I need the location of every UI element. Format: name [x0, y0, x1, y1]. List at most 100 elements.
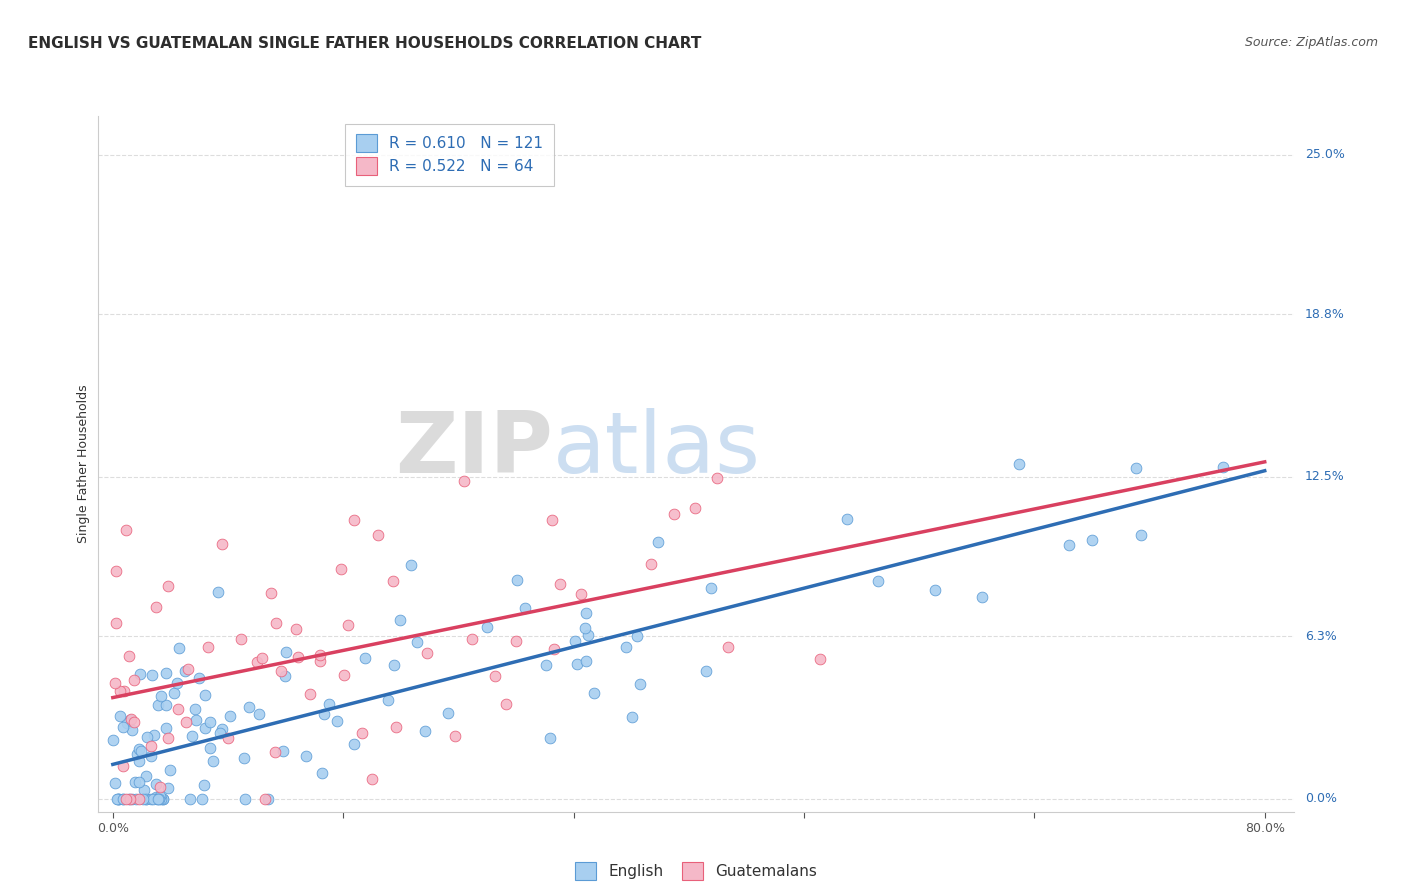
Point: [247, 706, 270, 721]
Point: [326, 714, 349, 728]
Point: [107, 792, 129, 806]
Point: [112, 720, 135, 734]
Point: [647, 534, 669, 549]
Point: [382, 657, 405, 672]
Point: [229, 632, 252, 647]
Point: [184, 713, 207, 727]
Point: [149, 689, 172, 703]
Point: [329, 562, 352, 576]
Point: [120, 792, 142, 806]
Point: [377, 693, 399, 707]
Point: [114, 523, 136, 537]
Point: [333, 668, 356, 682]
Point: [201, 754, 224, 768]
Point: [148, 789, 170, 803]
Text: 6.3%: 6.3%: [1305, 630, 1336, 643]
Point: [343, 737, 366, 751]
Point: [105, 564, 128, 578]
Point: [127, 747, 149, 762]
Point: [453, 474, 475, 488]
Point: [564, 633, 586, 648]
Point: [626, 629, 648, 643]
Point: [1081, 533, 1104, 547]
Point: [461, 632, 484, 646]
Point: [197, 640, 219, 655]
Point: [145, 777, 167, 791]
Point: [232, 750, 254, 764]
Point: [112, 683, 135, 698]
Point: [416, 646, 439, 660]
Point: [149, 780, 172, 794]
Point: [1057, 538, 1080, 552]
Point: [141, 739, 163, 754]
Point: [118, 792, 141, 806]
Point: [413, 723, 436, 738]
Point: [1212, 460, 1234, 475]
Point: [299, 687, 322, 701]
Point: [118, 649, 141, 664]
Point: [187, 671, 209, 685]
Point: [352, 726, 374, 740]
Point: [135, 792, 157, 806]
Point: [145, 600, 167, 615]
Point: [353, 651, 375, 665]
Point: [112, 792, 135, 806]
Point: [166, 676, 188, 690]
Point: [314, 706, 336, 721]
Point: [146, 792, 169, 806]
Point: [157, 781, 180, 796]
Point: [122, 715, 145, 730]
Point: [107, 792, 129, 806]
Point: [538, 731, 561, 746]
Point: [167, 702, 190, 716]
Point: [143, 728, 166, 742]
Point: [115, 715, 138, 730]
Point: [145, 789, 167, 804]
Point: [128, 754, 150, 768]
Point: [257, 792, 280, 806]
Point: [808, 652, 831, 666]
Point: [156, 731, 179, 746]
Point: [152, 792, 174, 806]
Point: [105, 792, 128, 806]
Point: [155, 721, 177, 735]
Point: [868, 574, 890, 588]
Point: [193, 778, 215, 792]
Point: [1008, 457, 1031, 471]
Point: [270, 665, 292, 679]
Point: [211, 723, 233, 737]
Point: [274, 669, 297, 683]
Point: [183, 702, 205, 716]
Point: [124, 775, 146, 789]
Point: [706, 471, 728, 485]
Point: [543, 642, 565, 657]
Point: [148, 792, 170, 806]
Point: [717, 640, 740, 655]
Point: [505, 634, 527, 648]
Point: [125, 792, 148, 806]
Point: [132, 792, 155, 806]
Point: [179, 792, 201, 806]
Point: [134, 782, 156, 797]
Point: [260, 585, 283, 599]
Point: [129, 744, 152, 758]
Point: [273, 743, 295, 757]
Point: [235, 792, 257, 806]
Point: [174, 714, 197, 729]
Point: [238, 699, 260, 714]
Point: [837, 511, 859, 525]
Point: [583, 686, 606, 700]
Text: 18.8%: 18.8%: [1305, 308, 1344, 321]
Point: [217, 731, 239, 746]
Point: [108, 684, 131, 698]
Point: [576, 628, 599, 642]
Point: [128, 741, 150, 756]
Point: [155, 665, 177, 680]
Point: [135, 769, 157, 783]
Text: 25.0%: 25.0%: [1305, 148, 1344, 161]
Point: [640, 558, 662, 572]
Point: [194, 689, 217, 703]
Point: [128, 775, 150, 789]
Point: [1125, 461, 1147, 475]
Point: [685, 501, 707, 516]
